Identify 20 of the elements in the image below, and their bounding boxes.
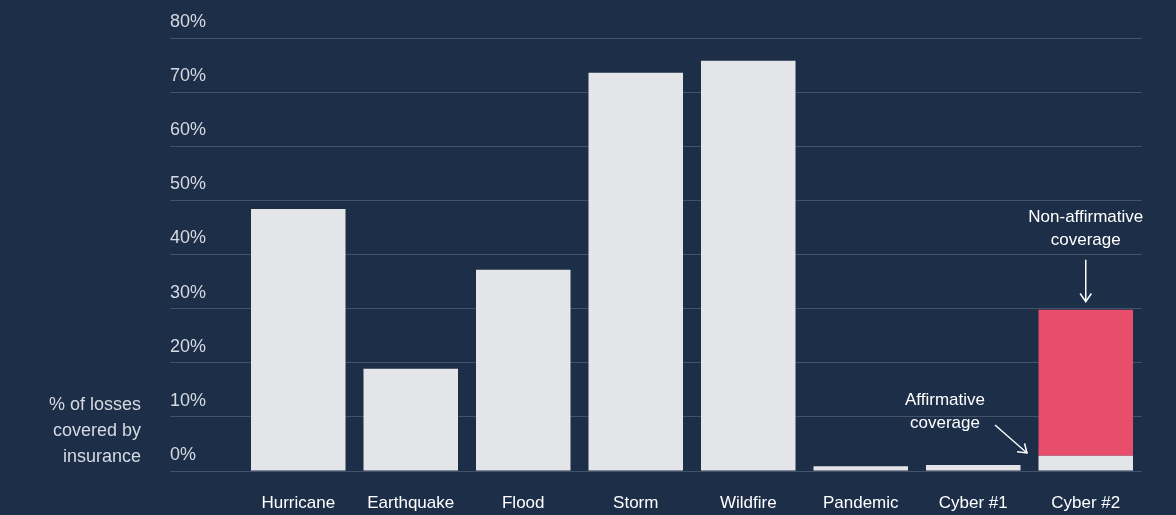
annotation: Affirmative coverage — [905, 389, 985, 432]
x-tick-label: Cyber #2 — [1051, 492, 1121, 512]
y-tick-label: 70% — [170, 65, 207, 86]
x-tick-label: Cyber #1 — [938, 492, 1008, 512]
y-axis-title: % of losses covered by insurance — [47, 393, 141, 468]
y-tick-label: 20% — [170, 335, 207, 356]
x-tick-label: Pandemic — [822, 492, 900, 512]
x-tick-label: Storm — [613, 492, 659, 512]
x-tick-label: Earthquake — [367, 492, 455, 512]
y-tick-label: 30% — [170, 281, 207, 302]
y-tick-label: 60% — [170, 119, 207, 140]
x-tick-label: Flood — [501, 492, 545, 512]
x-tick-label: Hurricane — [261, 492, 336, 512]
annotation: Non-affirmative coverage — [1028, 207, 1144, 250]
x-tick-label: Wildfire — [719, 492, 777, 512]
y-tick-label: 0% — [170, 443, 197, 464]
y-tick-label: 50% — [170, 173, 207, 194]
y-tick-label: 10% — [170, 389, 207, 410]
y-tick-label: 40% — [170, 227, 207, 248]
y-tick-label: 80% — [170, 10, 207, 31]
